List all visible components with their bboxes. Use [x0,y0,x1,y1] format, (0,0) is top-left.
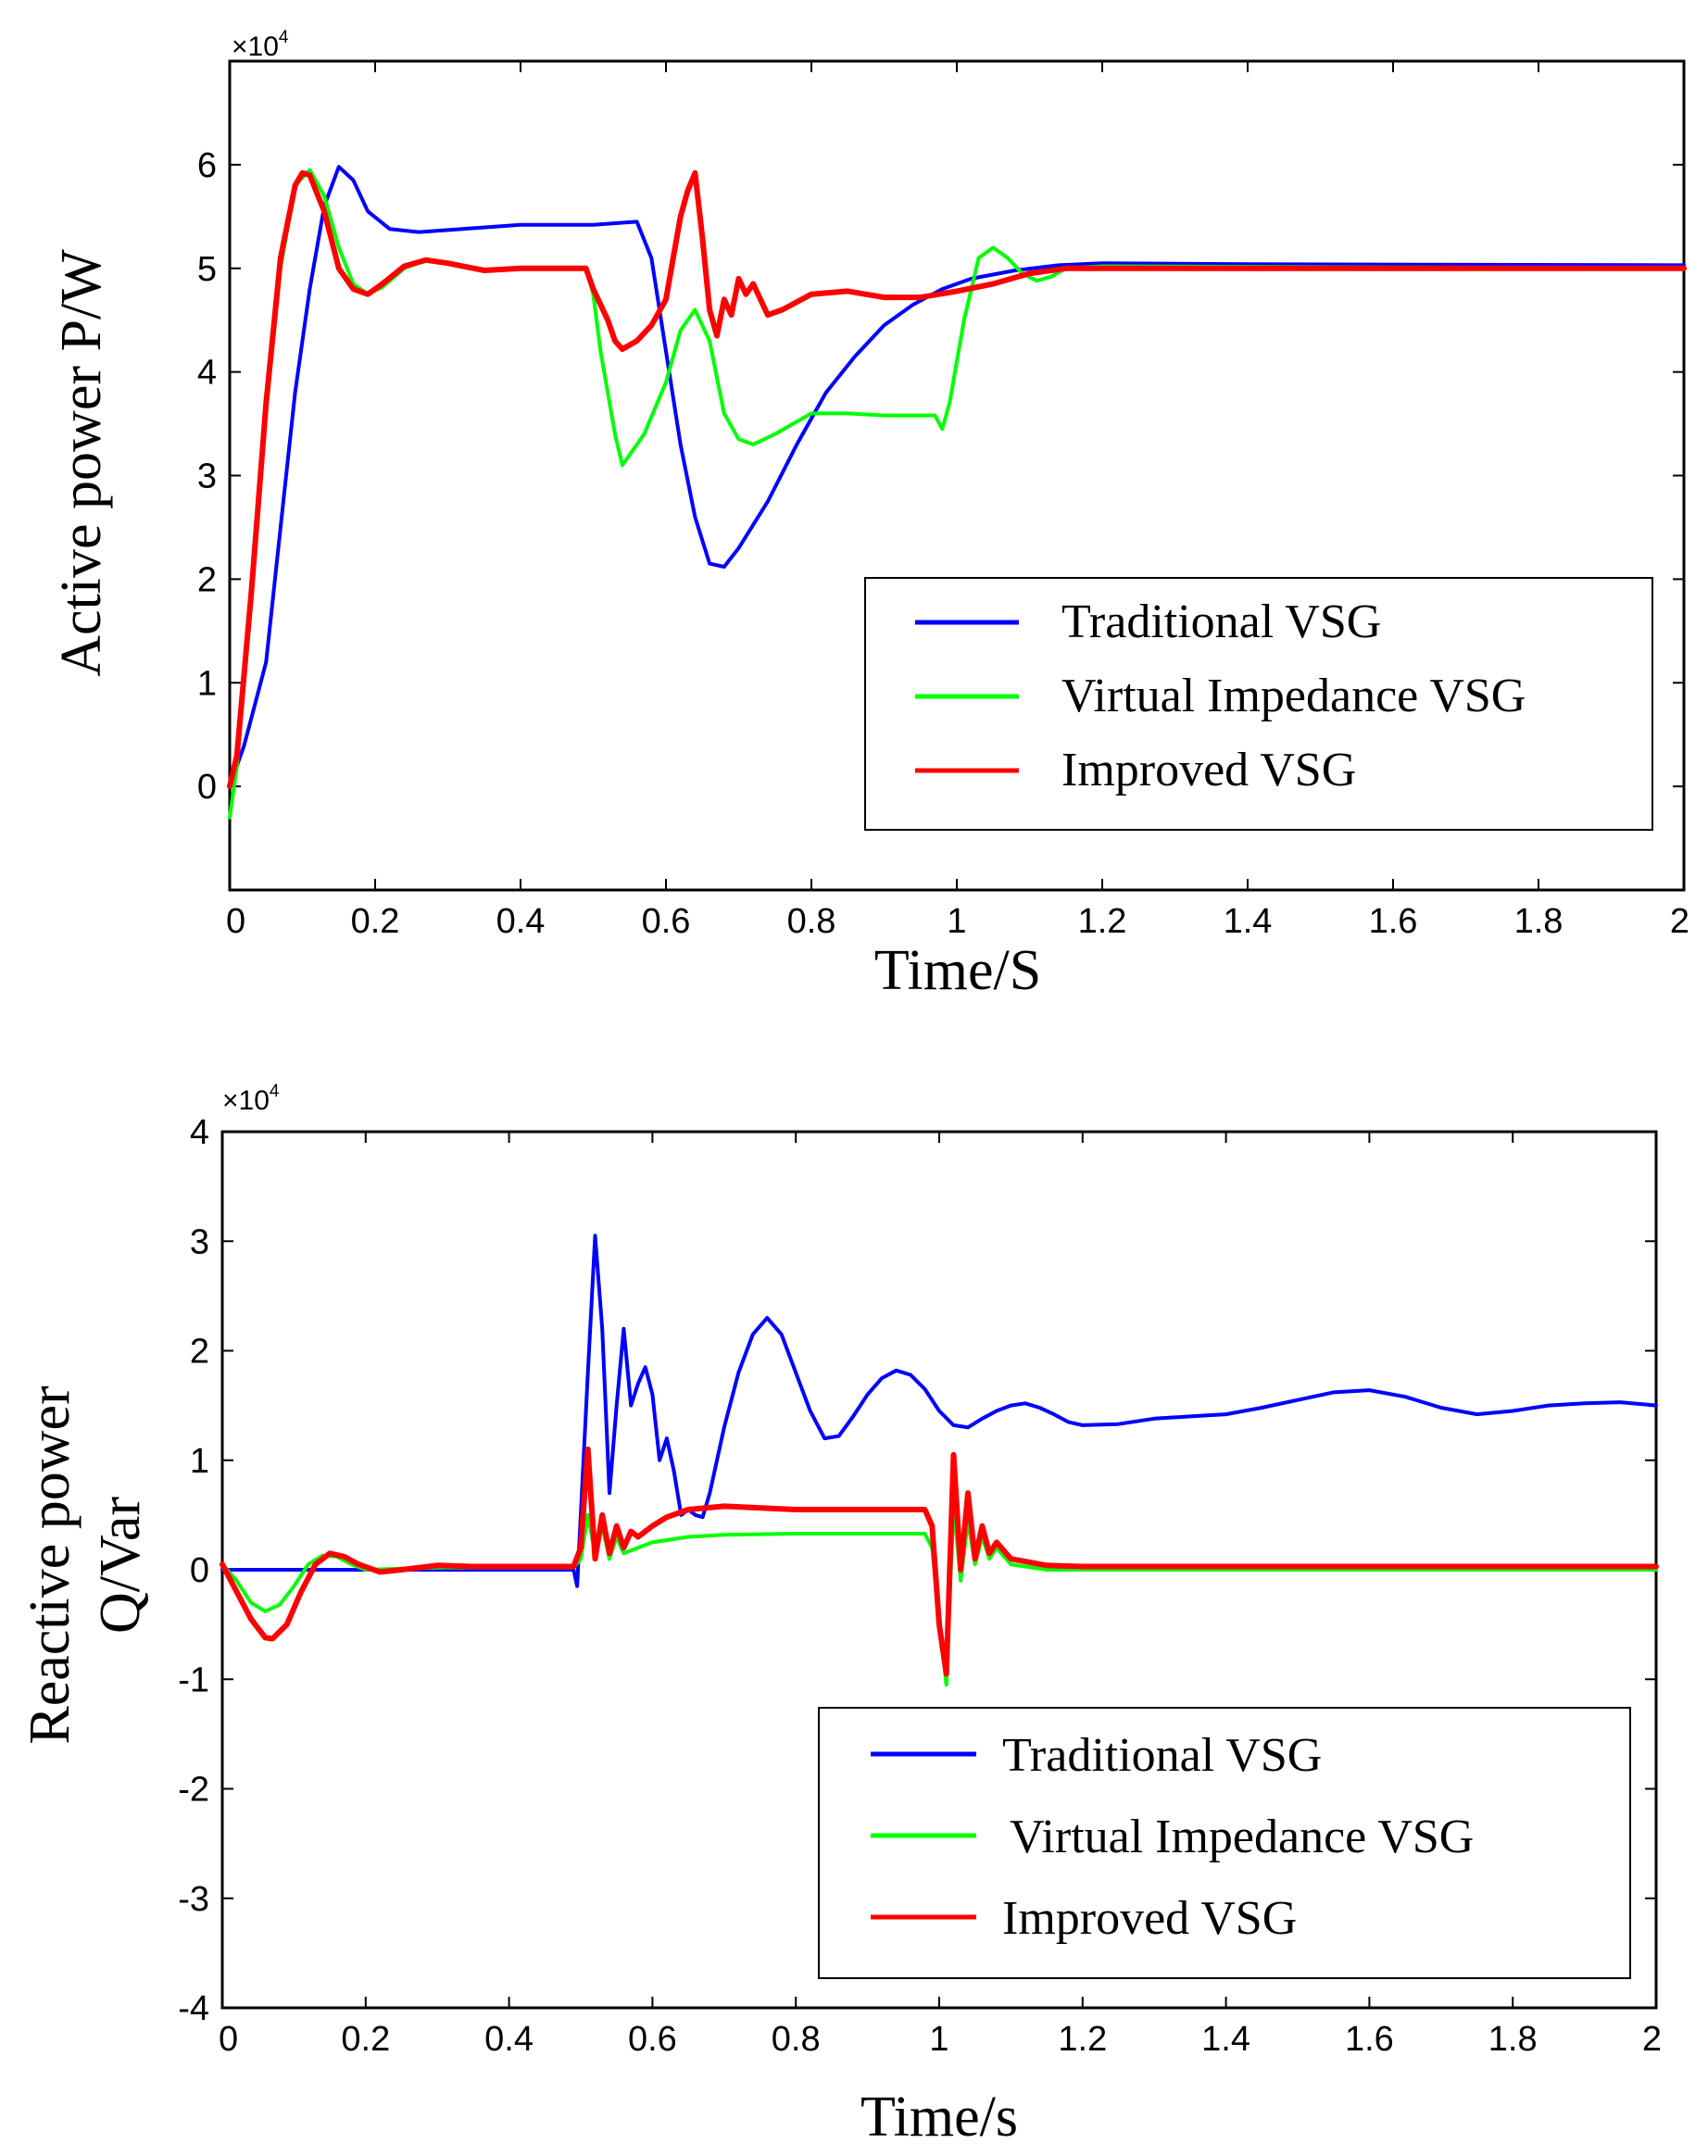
series-lines-2 [220,1234,1659,1687]
legend-label-improved-1: Improved VSG [1061,744,1356,796]
reactive-power-chart: -4 -3 -2 -1 0 1 2 3 4 0 0.2 0.4 0.6 0.8 1 1.2 1.4 1.6 1.8… [19,1082,1662,2149]
legend-1: Traditional VSG Virtual Impedance VSG Im… [864,577,1653,831]
x-tick-label: 1.6 [1345,2020,1394,2059]
series-line-traditional-vsg [220,1234,1658,1588]
legend-label-improved-2: Improved VSG [1002,1892,1297,1945]
y-tick-label: 5 [197,250,217,289]
x-tick-label: 1 [929,2020,948,2059]
series-lines-1 [227,165,1687,820]
y-tick-label: -3 [178,1880,209,1919]
y-tick-label: 0 [190,1551,209,1590]
legend-2: Traditional VSG Virtual Impedance VSG Im… [818,1707,1631,1979]
x-tick-label: 2 [1642,2020,1662,2059]
x-tick-label: 0.2 [341,2020,390,2059]
y-tick-label: 2 [190,1333,209,1372]
x-tick-label: 1.8 [1488,2020,1538,2059]
legend-label-virtual-2: Virtual Impedance VSG [1010,1811,1474,1863]
y-axis-ticks-2: -4 -3 -2 -1 0 1 2 3 4 [178,1113,1656,2028]
y-tick-label: 4 [190,1113,209,1152]
y-axis-label-2-line2: Q/Var [89,1497,152,1634]
y-tick-label: 2 [197,560,217,599]
y-tick-label: -2 [178,1771,209,1810]
x-tick-label: 1.2 [1058,2020,1107,2059]
y-tick-label: 4 [197,354,217,393]
y-axis-ticks-1: 0 1 2 3 4 5 6 [197,146,1684,807]
x-axis-ticks-1: 0 0.2 0.4 0.6 0.8 1 1.2 1.4 1.6 1.8 2 [226,61,1689,941]
x-tick-label: 0.4 [496,902,546,941]
legend-label-virtual-1: Virtual Impedance VSG [1061,670,1526,722]
x-tick-label: 0.8 [772,2020,821,2059]
x-tick-label: 1 [947,902,966,941]
x-tick-label: 1.2 [1078,902,1127,941]
series-line-traditional-vsg [228,165,1686,789]
y-tick-label: 3 [197,458,217,496]
y-tick-label: 1 [197,664,217,703]
legend-label-traditional-1: Traditional VSG [1061,595,1381,648]
x-tick-label: 1.4 [1224,902,1273,941]
legend-box-1 [864,577,1653,831]
exponent-label-1: ×104 [232,28,289,62]
y-axis-label-2-line1: Reactive power [19,1385,82,1745]
x-axis-ticks-2: 0 0.2 0.4 0.6 0.8 1 1.2 1.4 1.6 1.8 2 [219,1132,1662,2059]
x-axis-label-1: Time/S [874,939,1041,1002]
x-tick-label: 1.6 [1369,902,1418,941]
y-tick-label: 3 [190,1222,209,1261]
y-tick-label: 0 [197,768,217,807]
y-tick-label: -1 [178,1661,209,1699]
x-tick-label: 0 [219,2020,238,2059]
y-tick-label: 6 [197,146,217,185]
x-tick-label: 0.2 [351,902,400,941]
x-tick-label: 0.8 [787,902,836,941]
legend-label-traditional-2: Traditional VSG [1002,1729,1322,1782]
x-tick-label: 1.4 [1201,2020,1250,2059]
x-tick-label: 0.6 [628,2020,677,2059]
x-tick-label: 2 [1670,902,1689,941]
series-line-improved-vsg [227,169,1687,790]
x-tick-label: 0.4 [484,2020,534,2059]
x-tick-label: 0.6 [642,902,691,941]
series-line-virtual-impedance-vsg [228,168,1686,820]
x-tick-label: 0 [226,902,245,941]
y-axis-label-1: Active power P/W [50,249,113,677]
exponent-label-2: ×104 [222,1082,280,1116]
x-axis-label-2: Time/s [860,2086,1018,2149]
x-tick-label: 1.8 [1514,902,1564,941]
y-tick-label: -4 [178,1989,209,2028]
active-power-chart: 0 1 2 3 4 5 6 0 0.2 0.4 0.6 0.8 1 1.2 1.4 1.6 1.8 2 ×104… [50,28,1689,1002]
y-tick-label: 1 [190,1442,209,1481]
series-line-improved-vsg [220,1446,1659,1677]
